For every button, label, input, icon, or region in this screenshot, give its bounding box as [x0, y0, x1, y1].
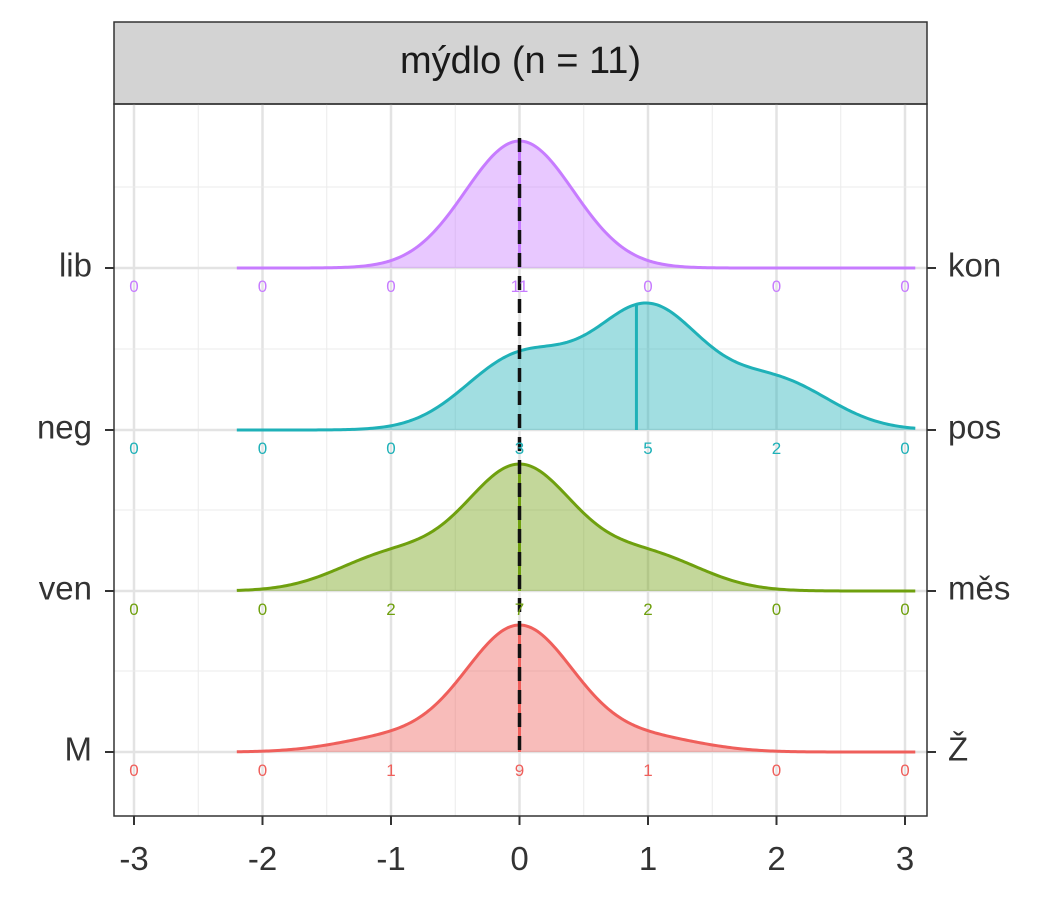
facet-strip: [113, 21, 928, 105]
x-tick-label: -1: [376, 840, 405, 877]
count-label-ven: 0: [900, 600, 909, 619]
count-label-M: 0: [258, 761, 267, 780]
y-label-right: pos: [948, 409, 1001, 446]
ridge-M: [236, 623, 916, 754]
count-label-neg: 5: [643, 439, 652, 458]
y-label-left: M: [65, 731, 93, 768]
count-label-M: 0: [129, 761, 138, 780]
x-tick-label: 3: [896, 840, 914, 877]
count-label-ven: 2: [643, 600, 652, 619]
ridge-area-neg: [236, 303, 916, 430]
axes: -3 -2 -1 0 1 2 3 lib kon neg pos ven měs M Ž: [37, 247, 1010, 877]
ridge-ven: [236, 462, 916, 593]
count-label-ven: 7: [515, 600, 524, 619]
ridge-area-ven: [236, 464, 916, 591]
y-label-right: měs: [948, 570, 1010, 607]
ridges: [236, 139, 916, 754]
ridge-area-M: [236, 625, 916, 752]
count-label-M: 0: [900, 761, 909, 780]
count-label-neg: 2: [772, 439, 781, 458]
count-label-ven: 0: [129, 600, 138, 619]
y-label-left: neg: [37, 409, 92, 446]
count-labels: 0 0 0 11 0 0 0 0 0 0 3 5 2 0 0 0 2 7 2 0 0 0 0 1 9 1 0 0: [129, 277, 909, 780]
ridge-lib: [236, 139, 916, 270]
ridge-area-lib: [236, 141, 916, 268]
count-label-lib: 0: [772, 277, 781, 296]
ridge-neg: [236, 301, 916, 432]
facet-title: mýdlo (n = 11): [400, 40, 641, 82]
y-label-right: kon: [948, 247, 1001, 284]
x-tick-label: -3: [119, 840, 148, 877]
count-label-lib: 0: [129, 277, 138, 296]
y-label-right: Ž: [948, 731, 968, 768]
count-label-ven: 2: [386, 600, 395, 619]
count-label-neg: 0: [129, 439, 138, 458]
count-label-M: 0: [772, 761, 781, 780]
count-label-lib: 11: [511, 277, 529, 296]
x-tick-label: 0: [510, 840, 528, 877]
ridge-line-ven: [236, 462, 916, 593]
ridge-line-neg: [236, 301, 916, 432]
y-label-left: lib: [59, 247, 92, 284]
ridge-line-M: [236, 623, 916, 754]
x-tick-label: 1: [639, 840, 657, 877]
count-label-lib: 0: [258, 277, 267, 296]
count-label-ven: 0: [258, 600, 267, 619]
count-label-neg: 0: [900, 439, 909, 458]
count-label-neg: 0: [258, 439, 267, 458]
count-label-neg: 0: [386, 439, 395, 458]
count-label-neg: 3: [515, 439, 524, 458]
count-label-ven: 0: [772, 600, 781, 619]
ridge-line-lib: [236, 139, 916, 270]
x-tick-label: 2: [767, 840, 785, 877]
count-label-lib: 0: [643, 277, 652, 296]
count-label-M: 1: [386, 761, 395, 780]
count-label-lib: 0: [900, 277, 909, 296]
count-label-lib: 0: [386, 277, 395, 296]
y-label-left: ven: [39, 570, 92, 607]
count-label-M: 9: [515, 761, 524, 780]
x-tick-label: -2: [248, 840, 277, 877]
count-label-M: 1: [643, 761, 652, 780]
